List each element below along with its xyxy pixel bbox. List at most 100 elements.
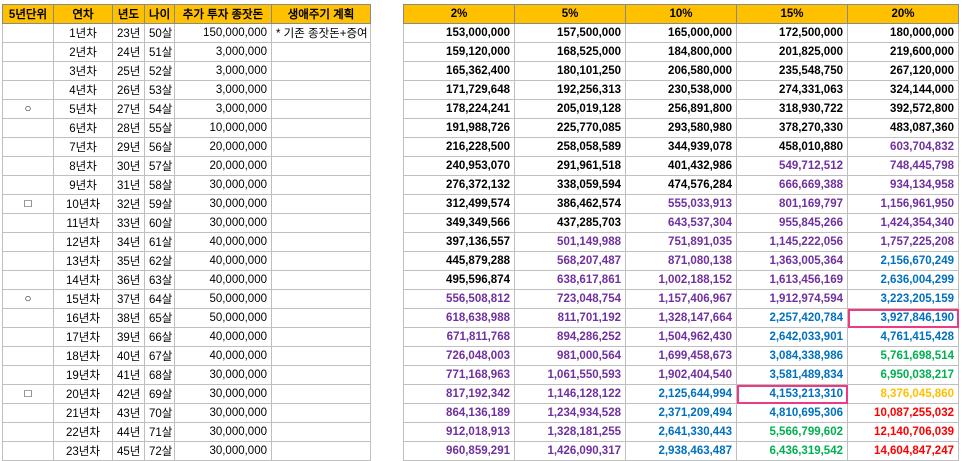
calendar-year-cell: 39년 (112, 327, 145, 347)
projected-value-cell: 1,363,005,364 (736, 251, 848, 271)
rate-row: 171,729,648 192,256,313 230,538,000 274,331… (403, 80, 959, 100)
rate-header-1: 5% (514, 4, 626, 24)
additional-investment-cell: 30,000,000 (174, 403, 272, 423)
five-year-mark-cell (2, 42, 54, 62)
projected-value-cell: 568,207,487 (514, 251, 626, 271)
projected-value-cell: 180,000,000 (847, 23, 959, 43)
projected-value-cell: 178,224,241 (403, 99, 515, 119)
life-plan-note-cell (271, 194, 371, 214)
life-plan-note-cell (271, 365, 371, 385)
left-header-3: 나이 (144, 4, 175, 24)
calendar-year-cell: 38년 (112, 308, 145, 328)
projected-value-cell: 458,010,880 (736, 137, 848, 157)
additional-investment-cell: 3,000,000 (174, 80, 272, 100)
life-plan-note-cell (271, 384, 371, 404)
projected-value-cell: 1,234,934,528 (514, 403, 626, 423)
life-plan-note-cell (271, 61, 371, 81)
projected-value-cell: 555,033,913 (625, 194, 737, 214)
life-plan-note-cell (271, 308, 371, 328)
year-index-cell: 2년차 (53, 42, 113, 62)
rate-row: 726,048,003 981,000,564 1,699,458,673 3,084… (403, 346, 959, 366)
year-index-cell: 20년차 (53, 384, 113, 404)
rate-row: 153,000,000 157,500,000 165,000,000 172,500… (403, 23, 959, 43)
year-index-cell: 11년차 (53, 213, 113, 233)
life-plan-note-cell (271, 80, 371, 100)
five-year-mark-cell (2, 270, 54, 290)
left-header-0: 5년단위 (2, 4, 54, 24)
projected-value-cell: 386,462,574 (514, 194, 626, 214)
projected-value-cell: 12,140,706,039 (847, 422, 959, 442)
five-year-mark-cell (2, 422, 54, 442)
projected-value-cell: 723,048,754 (514, 289, 626, 309)
additional-investment-cell: 20,000,000 (174, 137, 272, 157)
calendar-year-cell: 31년 (112, 175, 145, 195)
table-row: 7년차 29년 56살 20,000,000 (2, 137, 371, 157)
calendar-year-cell: 26년 (112, 80, 145, 100)
additional-investment-cell: 30,000,000 (174, 213, 272, 233)
projected-value-cell: 205,019,128 (514, 99, 626, 119)
table-row: 9년차 31년 58살 30,000,000 (2, 175, 371, 195)
year-index-cell: 1년차 (53, 23, 113, 43)
projected-value-cell: 291,961,518 (514, 156, 626, 176)
projected-value-cell: 172,500,000 (736, 23, 848, 43)
projected-value-cell: 267,120,000 (847, 61, 959, 81)
year-index-cell: 6년차 (53, 118, 113, 138)
projected-value-cell: 171,729,648 (403, 80, 515, 100)
projected-value-cell: 338,059,594 (514, 175, 626, 195)
table-row: 18년차 40년 67살 40,000,000 (2, 346, 371, 366)
left-header-row: 5년단위 연차 년도 나이 추가 투자 종잣돈 생애주기 계획 (2, 4, 371, 24)
age-cell: 61살 (144, 232, 175, 252)
projected-value-cell: 2,641,330,443 (625, 422, 737, 442)
rate-header-2: 10% (625, 4, 737, 24)
life-plan-note-cell (271, 403, 371, 423)
projected-value-cell: 6,950,038,217 (847, 365, 959, 385)
year-index-cell: 9년차 (53, 175, 113, 195)
five-year-mark-cell (2, 346, 54, 366)
projected-value-cell: 256,891,800 (625, 99, 737, 119)
rate-row: 349,349,566 437,285,703 643,537,304 955,845… (403, 213, 959, 233)
projected-value-cell: 556,508,812 (403, 289, 515, 309)
calendar-year-cell: 36년 (112, 270, 145, 290)
projected-value-cell: 157,500,000 (514, 23, 626, 43)
age-cell: 54살 (144, 99, 175, 119)
age-cell: 72살 (144, 441, 175, 461)
rate-row: 556,508,812 723,048,754 1,157,406,967 1,912… (403, 289, 959, 309)
life-plan-note-cell (271, 422, 371, 442)
life-plan-note-cell (271, 213, 371, 233)
projected-value-cell: 618,638,988 (403, 308, 515, 328)
projected-value-cell: 180,101,250 (514, 61, 626, 81)
rate-row: 618,638,988 811,701,192 1,328,147,664 2,257… (403, 308, 959, 328)
age-cell: 51살 (144, 42, 175, 62)
additional-investment-cell: 30,000,000 (174, 384, 272, 404)
projected-value-cell: 3,223,205,159 (847, 289, 959, 309)
projected-value-cell: 751,891,035 (625, 232, 737, 252)
year-index-cell: 3년차 (53, 61, 113, 81)
projected-value-cell: 293,580,980 (625, 118, 737, 138)
projected-value-cell: 671,811,768 (403, 327, 515, 347)
rate-row: 495,596,874 638,617,861 1,002,188,152 1,613… (403, 270, 959, 290)
life-plan-note-cell (271, 42, 371, 62)
five-year-mark-cell (2, 251, 54, 271)
additional-investment-cell: 3,000,000 (174, 99, 272, 119)
year-index-cell: 4년차 (53, 80, 113, 100)
five-year-mark-cell (2, 365, 54, 385)
projected-value-cell: 894,286,252 (514, 327, 626, 347)
age-cell: 68살 (144, 365, 175, 385)
rate-row: 397,136,557 501,149,988 751,891,035 1,145,2… (403, 232, 959, 252)
projected-value-cell: 981,000,564 (514, 346, 626, 366)
projected-value-cell: 748,445,798 (847, 156, 959, 176)
projected-value-cell: 1,613,456,169 (736, 270, 848, 290)
age-plan-table: 5년단위 연차 년도 나이 추가 투자 종잣돈 생애주기 계획 1년차 23년 50살 150,… (2, 4, 371, 461)
rate-row: 817,192,342 1,146,128,122 2,125,644,994 4,1… (403, 384, 959, 404)
calendar-year-cell: 24년 (112, 42, 145, 62)
table-row: 11년차 33년 60살 30,000,000 (2, 213, 371, 233)
table-row: 6년차 28년 55살 10,000,000 (2, 118, 371, 138)
year-index-cell: 18년차 (53, 346, 113, 366)
year-index-cell: 22년차 (53, 422, 113, 442)
age-cell: 57살 (144, 156, 175, 176)
projected-value-cell: 324,144,000 (847, 80, 959, 100)
table-row: 23년차 45년 72살 30,000,000 (2, 441, 371, 461)
projected-value-cell: 1,902,404,540 (625, 365, 737, 385)
calendar-year-cell: 40년 (112, 346, 145, 366)
additional-investment-cell: 150,000,000 (174, 23, 272, 43)
